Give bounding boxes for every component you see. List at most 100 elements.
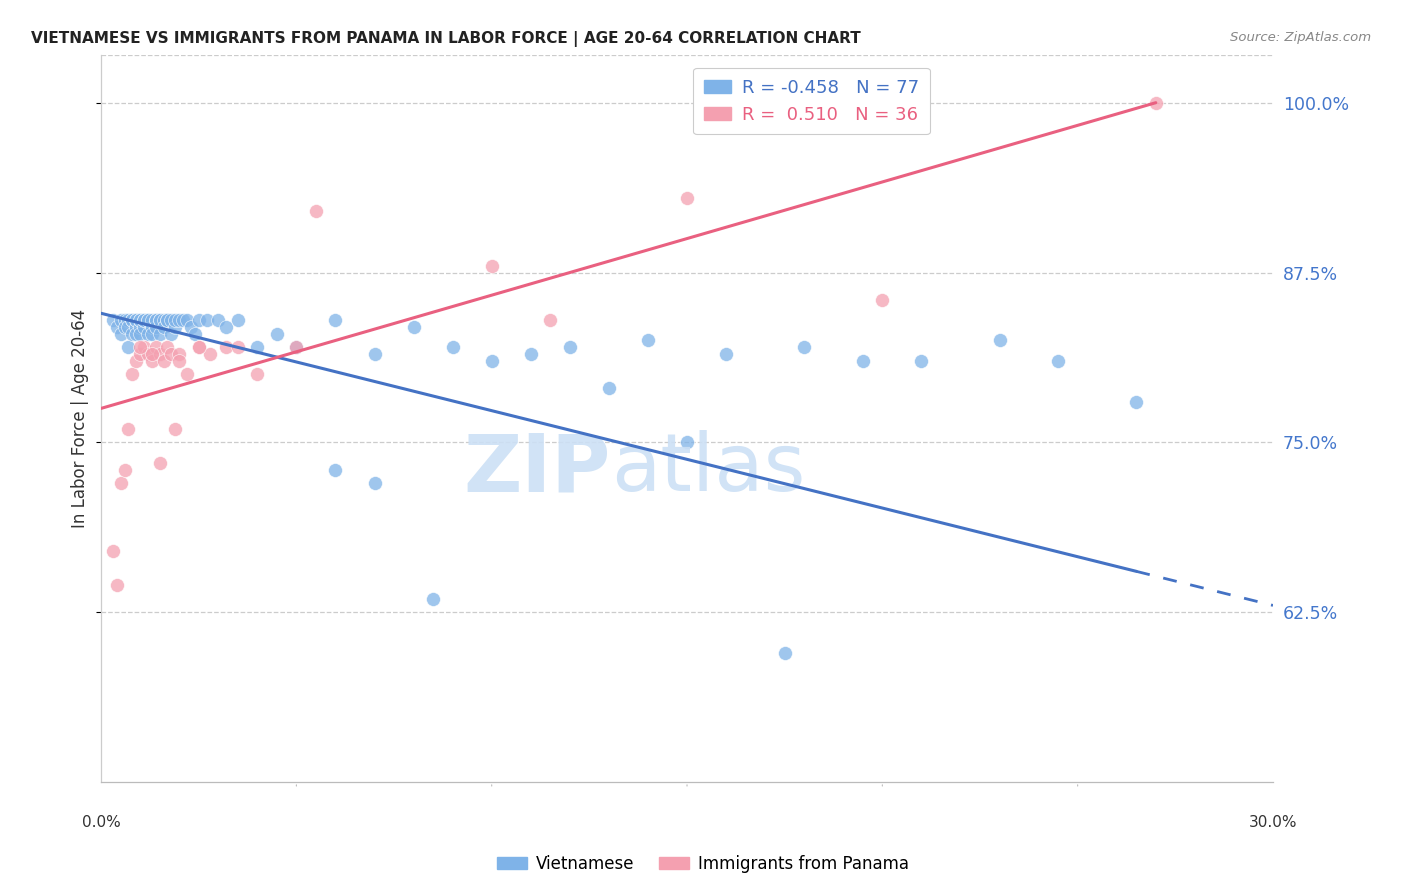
Point [136,326,159,341]
Point [145,319,167,334]
Point [121,326,143,341]
Point [187,340,209,354]
Point [141,347,163,361]
Point [167,347,190,361]
Point [129,347,152,361]
Point [160,313,183,327]
Point [910,354,932,368]
Point [125,354,148,368]
Point [105,578,128,592]
Point [872,293,894,307]
Point [215,319,238,334]
Point [441,340,464,354]
Point [598,381,620,395]
Point [160,347,183,361]
Point [156,340,179,354]
Point [520,347,543,361]
Point [152,313,174,327]
Point [325,313,347,327]
Point [141,319,163,334]
Point [136,313,159,327]
Point [141,326,163,341]
Point [132,313,155,327]
Point [165,313,187,327]
Point [121,313,143,327]
Y-axis label: In Labor Force | Age 20-64: In Labor Force | Age 20-64 [72,309,89,528]
Point [114,462,136,476]
Point [1144,95,1167,110]
Point [207,313,229,327]
Point [187,340,209,354]
Point [558,340,581,354]
Point [121,313,143,327]
Point [132,313,155,327]
Point [152,319,174,334]
Point [149,313,172,327]
Point [285,340,308,354]
Point [110,326,132,341]
Point [773,646,796,660]
Point [180,319,202,334]
Point [402,319,425,334]
Point [176,313,198,327]
Legend: R = -0.458   N = 77, R =  0.510   N = 36: R = -0.458 N = 77, R = 0.510 N = 36 [693,68,929,135]
Point [676,191,699,205]
Point [145,313,167,327]
Point [125,319,148,334]
Text: ZIP: ZIP [464,431,610,508]
Point [1125,394,1147,409]
Point [141,313,163,327]
Point [136,347,159,361]
Point [132,319,155,334]
Point [793,340,815,354]
Point [363,476,385,491]
Point [117,422,139,436]
Text: atlas: atlas [610,431,806,508]
Point [129,340,152,354]
Point [172,313,194,327]
Point [149,347,172,361]
Point [136,313,159,327]
Point [538,313,561,327]
Point [852,354,875,368]
Point [105,319,128,334]
Point [266,326,288,341]
Point [125,313,148,327]
Point [246,340,269,354]
Point [167,354,190,368]
Point [145,340,167,354]
Point [285,340,308,354]
Text: Source: ZipAtlas.com: Source: ZipAtlas.com [1230,31,1371,45]
Point [129,326,152,341]
Point [121,368,143,382]
Point [125,326,148,341]
Point [101,313,124,327]
Point [481,259,503,273]
Point [160,326,183,341]
Legend: Vietnamese, Immigrants from Panama: Vietnamese, Immigrants from Panama [491,848,915,880]
Point [129,313,152,327]
Point [117,319,139,334]
Point [165,422,187,436]
Point [145,313,167,327]
Point [215,340,238,354]
Point [637,334,659,348]
Point [156,313,179,327]
Point [167,313,190,327]
Point [117,313,139,327]
Point [165,319,187,334]
Point [422,591,444,606]
Point [226,340,249,354]
Point [129,319,152,334]
Point [110,313,132,327]
Point [305,204,328,219]
Text: 0.0%: 0.0% [82,814,121,830]
Point [149,456,172,470]
Point [676,435,699,450]
Point [325,462,347,476]
Point [141,354,163,368]
Point [187,313,209,327]
Point [714,347,737,361]
Point [363,347,385,361]
Point [101,544,124,558]
